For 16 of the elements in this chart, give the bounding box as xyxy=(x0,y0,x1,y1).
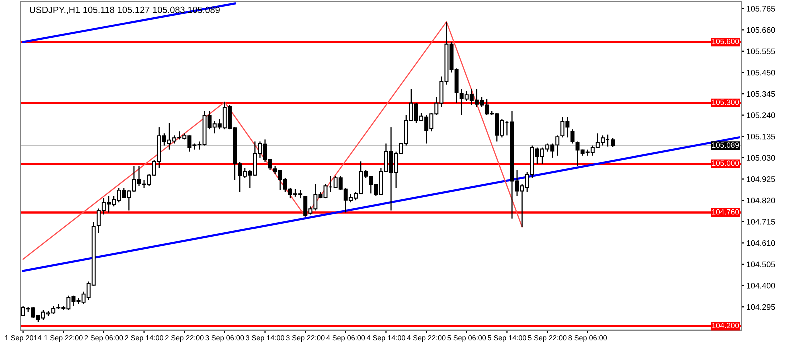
line-series xyxy=(22,21,523,260)
y-tick-label: 104.295 xyxy=(747,304,776,310)
y-tick-label: 104.820 xyxy=(747,198,776,204)
y-tick-label: 105.240 xyxy=(747,112,776,118)
y-tick-label: 105.765 xyxy=(747,6,776,12)
y-tick-label: 104.715 xyxy=(747,219,776,225)
y-tick-label: 105.345 xyxy=(747,91,776,98)
y-tick-label: 105.135 xyxy=(747,134,776,140)
y-tick-label: 104.925 xyxy=(747,176,776,182)
y-tick-label: 104.505 xyxy=(747,262,776,268)
y-tick-label: 105.660 xyxy=(747,27,776,34)
y-tick-label: 105.450 xyxy=(747,70,776,76)
y-tick-label: 104.400 xyxy=(747,283,776,289)
y-tick-label: 105.555 xyxy=(747,48,776,54)
y-tick-label: 104.610 xyxy=(747,240,776,246)
y-tick-label: 105.030 xyxy=(747,155,776,161)
